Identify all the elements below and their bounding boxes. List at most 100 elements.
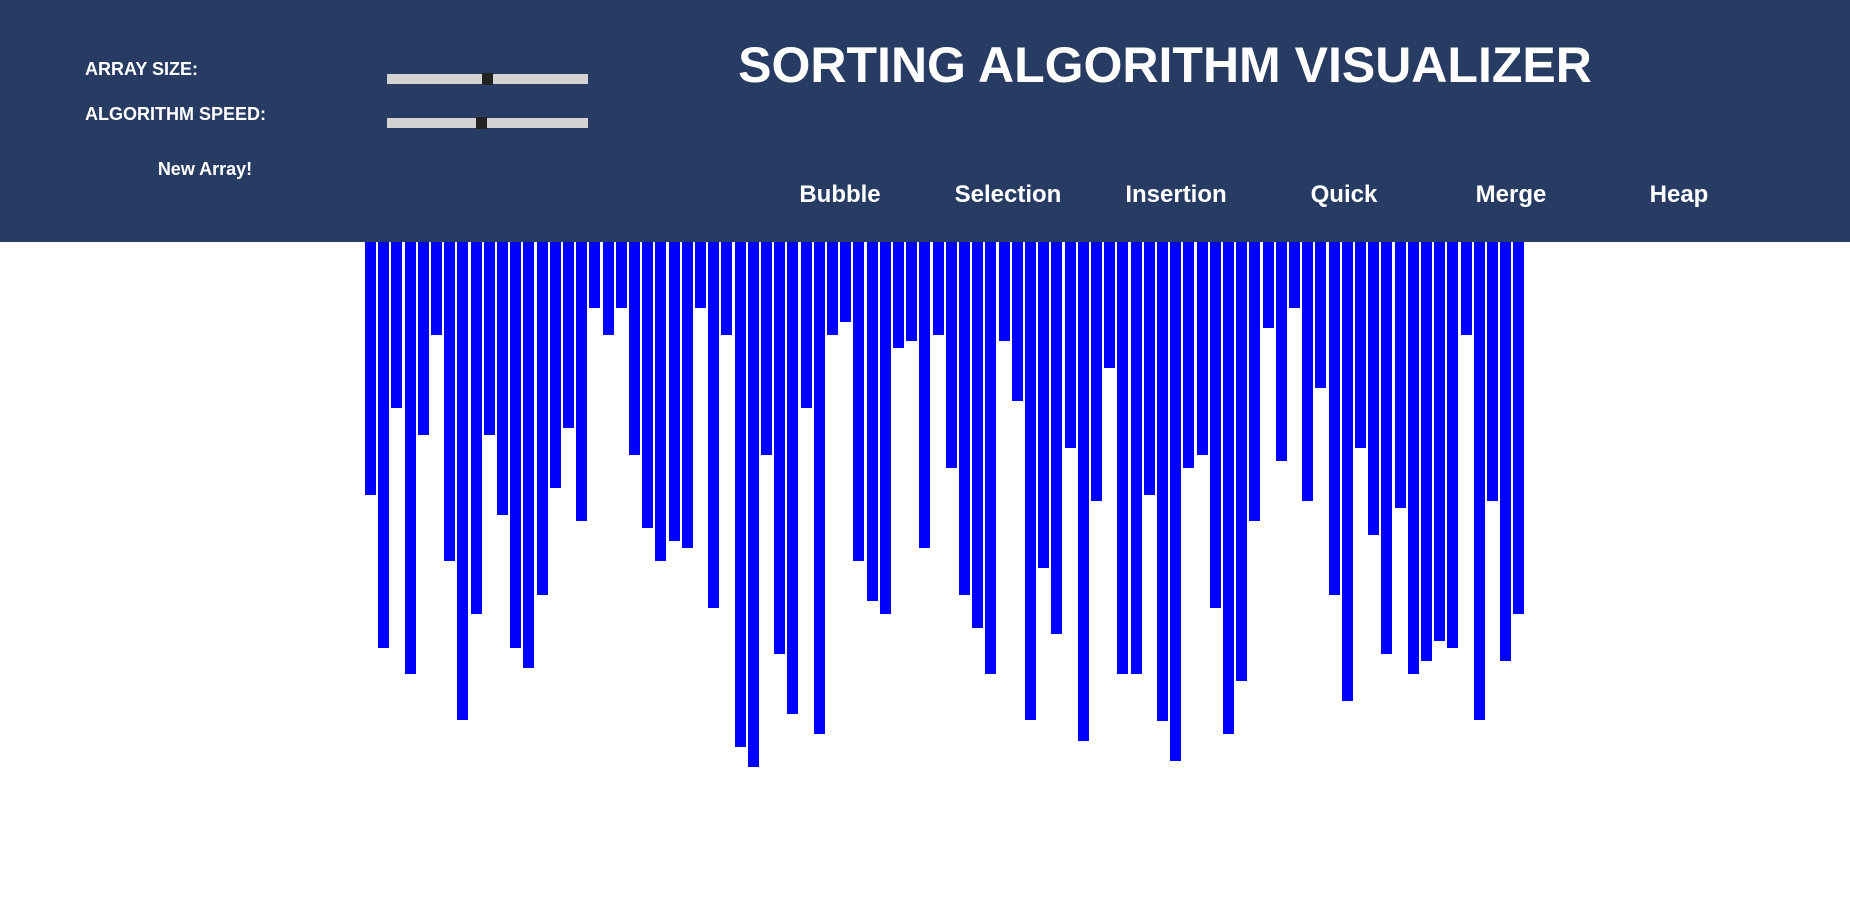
- array-bar: [721, 242, 732, 335]
- selection-sort-button[interactable]: Selection: [954, 181, 1062, 208]
- array-bar: [1170, 242, 1181, 761]
- array-bar: [1197, 242, 1208, 455]
- array-bar: [563, 242, 574, 428]
- array-bar: [919, 242, 930, 548]
- bubble-sort-button[interactable]: Bubble: [799, 181, 881, 208]
- array-bar: [1104, 242, 1115, 368]
- array-bar: [484, 242, 495, 435]
- array-bar: [1421, 242, 1432, 661]
- array-bars: [0, 242, 1850, 899]
- array-bar: [1342, 242, 1353, 701]
- array-bar: [1276, 242, 1287, 461]
- array-bar: [708, 242, 719, 608]
- array-bar: [1500, 242, 1511, 661]
- array-bar: [1408, 242, 1419, 674]
- array-bar: [576, 242, 587, 521]
- array-bar: [1012, 242, 1023, 401]
- array-bar: [471, 242, 482, 614]
- array-bar: [695, 242, 706, 308]
- array-bar: [444, 242, 455, 561]
- array-bar: [629, 242, 640, 455]
- array-bar: [1302, 242, 1313, 501]
- array-bar: [1144, 242, 1155, 495]
- array-bar: [893, 242, 904, 348]
- new-array-button[interactable]: New Array!: [157, 159, 253, 179]
- array-bar: [405, 242, 416, 674]
- array-bar: [946, 242, 957, 468]
- array-bar: [1461, 242, 1472, 335]
- array-bar: [1157, 242, 1168, 721]
- array-bar: [603, 242, 614, 335]
- array-size-label: ARRAY SIZE:: [85, 59, 199, 79]
- algorithm-speed-slider[interactable]: [387, 117, 588, 129]
- array-bar: [1447, 242, 1458, 648]
- array-bar: [1078, 242, 1089, 741]
- array-bar: [1474, 242, 1485, 720]
- array-bar: [1395, 242, 1406, 508]
- heap-sort-button[interactable]: Heap: [1649, 181, 1709, 208]
- array-bar: [1329, 242, 1340, 595]
- array-bar: [1183, 242, 1194, 468]
- array-bar: [655, 242, 666, 561]
- merge-sort-button[interactable]: Merge: [1475, 181, 1547, 208]
- array-bar: [642, 242, 653, 528]
- array-bar: [985, 242, 996, 674]
- array-bar: [840, 242, 851, 322]
- array-bar: [1513, 242, 1524, 614]
- array-bar: [906, 242, 917, 341]
- array-bar: [735, 242, 746, 747]
- array-size-slider-thumb[interactable]: [482, 73, 493, 85]
- array-bar: [748, 242, 759, 767]
- array-size-slider[interactable]: [387, 73, 588, 85]
- array-bar: [1315, 242, 1326, 388]
- array-bar: [1368, 242, 1379, 535]
- array-bar: [880, 242, 891, 614]
- array-bar: [801, 242, 812, 408]
- array-bar: [814, 242, 825, 734]
- array-bar: [1065, 242, 1076, 448]
- array-bar: [550, 242, 561, 488]
- array-bar: [1289, 242, 1300, 308]
- array-bar: [682, 242, 693, 548]
- array-bar: [1487, 242, 1498, 501]
- array-bar: [457, 242, 468, 720]
- array-bar: [959, 242, 970, 595]
- array-bar: [827, 242, 838, 335]
- array-bar: [1236, 242, 1247, 681]
- array-bar: [1223, 242, 1234, 734]
- insertion-sort-button[interactable]: Insertion: [1125, 181, 1227, 208]
- array-bar: [1091, 242, 1102, 501]
- array-bar: [867, 242, 878, 601]
- algorithm-speed-slider-thumb[interactable]: [476, 117, 487, 129]
- array-bar: [1025, 242, 1036, 720]
- array-bar: [669, 242, 680, 541]
- array-bar: [1131, 242, 1142, 674]
- array-bar: [1038, 242, 1049, 568]
- array-bar: [497, 242, 508, 515]
- array-bar: [774, 242, 785, 654]
- algorithm-speed-label: ALGORITHM SPEED:: [85, 104, 267, 124]
- array-bar: [391, 242, 402, 408]
- array-bar: [1249, 242, 1260, 521]
- array-bar: [537, 242, 548, 595]
- array-bar: [1263, 242, 1274, 328]
- array-bar: [378, 242, 389, 648]
- array-bar: [853, 242, 864, 561]
- array-bar: [589, 242, 600, 308]
- array-bar: [523, 242, 534, 668]
- array-bar: [1355, 242, 1366, 448]
- array-bar: [1434, 242, 1445, 641]
- array-bar: [1117, 242, 1128, 674]
- page-title: SORTING ALGORITHM VISUALIZER: [738, 37, 1592, 93]
- array-bar: [933, 242, 944, 335]
- array-bar: [999, 242, 1010, 341]
- array-bar: [1051, 242, 1062, 634]
- array-bar: [365, 242, 376, 495]
- array-bar: [1381, 242, 1392, 654]
- array-bar: [761, 242, 772, 455]
- array-bar: [431, 242, 442, 335]
- array-bar: [418, 242, 429, 435]
- array-bar: [616, 242, 627, 308]
- array-bar: [787, 242, 798, 714]
- quick-sort-button[interactable]: Quick: [1310, 181, 1378, 208]
